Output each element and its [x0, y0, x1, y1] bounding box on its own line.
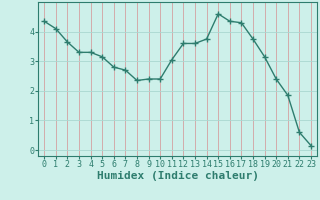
X-axis label: Humidex (Indice chaleur): Humidex (Indice chaleur) — [97, 171, 259, 181]
